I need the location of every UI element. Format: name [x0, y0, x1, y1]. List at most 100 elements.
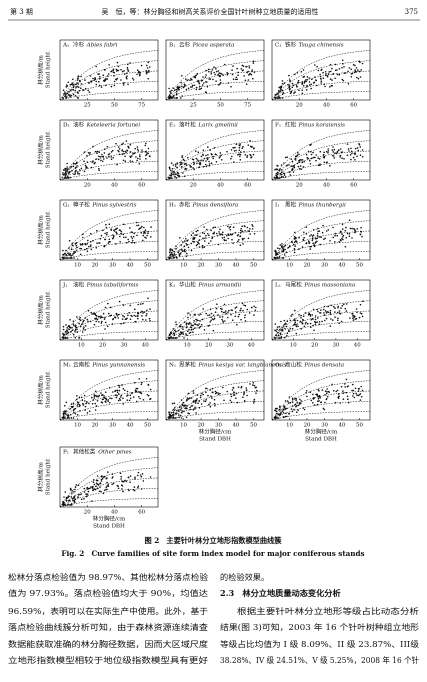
scatter-dot [191, 84, 194, 87]
scatter-dot [178, 174, 180, 177]
scatter-dot [62, 172, 64, 174]
scatter-dot [180, 81, 182, 84]
scatter-dot [299, 398, 301, 401]
scatter-dot [62, 169, 65, 171]
scatter-dot [141, 473, 144, 475]
x-tick-label: 40 [233, 423, 240, 429]
scatter-dot [203, 232, 206, 235]
scatter-dot [280, 176, 283, 178]
scatter-dot [327, 229, 330, 231]
site-curve [165, 80, 265, 101]
scatter-dot [218, 233, 221, 235]
scatter-dot [73, 497, 75, 499]
scatter-dot [210, 162, 213, 164]
scatter-dot [201, 84, 204, 86]
scatter-dot [149, 66, 151, 68]
scatter-dot [199, 235, 201, 237]
scatter-dot [274, 329, 276, 332]
scatter-dot [310, 234, 313, 236]
site-curve [165, 220, 265, 261]
scatter-dot [85, 165, 87, 168]
scatter-dot [220, 307, 222, 310]
scatter-dot [195, 402, 197, 404]
scatter-dot [192, 167, 194, 169]
scatter-dot [223, 303, 226, 306]
scatter-dot [208, 403, 210, 406]
scatter-dot [109, 314, 111, 317]
scatter-dot [291, 328, 294, 330]
scatter-dot [337, 305, 340, 308]
scatter-dot [314, 320, 316, 323]
scatter-dot [295, 84, 298, 86]
site-curve [59, 150, 159, 181]
plot-frame [59, 279, 159, 341]
site-curve [59, 487, 159, 508]
scatter-dot [344, 386, 347, 388]
scatter-dot [233, 391, 235, 393]
scatter-dot [358, 70, 361, 73]
scatter-dot [74, 413, 77, 415]
scatter-dot [74, 337, 77, 339]
scatter-dot [290, 240, 293, 243]
scatter-dot [102, 155, 105, 158]
scatter-dot [137, 157, 139, 160]
site-curve [165, 230, 265, 261]
scatter-dot [303, 161, 305, 163]
scatter-dot [187, 312, 189, 314]
body-line: 的检验效果。 [220, 572, 269, 582]
scatter-dot [142, 318, 144, 321]
scatter-dot [106, 485, 108, 487]
panel-label: N₁ [169, 363, 176, 369]
scatter-dot [104, 397, 106, 400]
scatter-dot [215, 307, 218, 310]
scatter-dot [200, 87, 203, 90]
scatter-dot [324, 71, 327, 73]
x-tick-label: 20 [304, 263, 311, 269]
scatter-dot [181, 161, 183, 164]
scatter-dot [355, 392, 357, 395]
scatter-dot [187, 412, 189, 415]
scatter-dot [318, 321, 321, 323]
scatter-dot [78, 169, 81, 171]
scatter-dot [127, 476, 130, 479]
species-cn: 油杉 [73, 121, 85, 129]
scatter-dot [282, 92, 285, 94]
scatter-dot [114, 394, 117, 396]
scatter-dot [341, 151, 344, 153]
scatter-dot [171, 168, 174, 170]
scatter-dot [117, 399, 120, 402]
scatter-dot [65, 86, 67, 88]
scatter-dot [294, 236, 297, 239]
scatter-dot [72, 417, 75, 419]
scatter-dot [98, 394, 101, 397]
scatter-dot [169, 250, 172, 252]
scatter-dot [203, 400, 205, 402]
scatter-dot [116, 394, 118, 397]
site-curve [59, 70, 159, 101]
scatter-dot [292, 243, 295, 246]
y-axis-label: 林分树高/m [37, 215, 45, 245]
scatter-dot [226, 234, 228, 237]
scatter-dot [87, 490, 90, 493]
scatter-dot [201, 246, 204, 249]
scatter-dot [80, 247, 83, 250]
scatter-dot [108, 312, 110, 315]
scatter-dot [125, 318, 127, 321]
scatter-dot [136, 387, 139, 390]
scatter-dot [90, 311, 92, 314]
scatter-dot [94, 161, 96, 164]
scatter-dot [331, 79, 333, 81]
scatter-dot [80, 75, 82, 78]
scatter-dot [146, 234, 148, 237]
scatter-dot [101, 320, 103, 323]
scatter-dot [254, 309, 257, 312]
scatter-dot [248, 230, 251, 232]
scatter-dot [190, 326, 193, 329]
scatter-dot [302, 84, 305, 87]
scatter-dot [122, 233, 124, 236]
scatter-dot [195, 88, 198, 91]
scatter-dot [251, 69, 253, 71]
scatter-dot [66, 162, 68, 165]
